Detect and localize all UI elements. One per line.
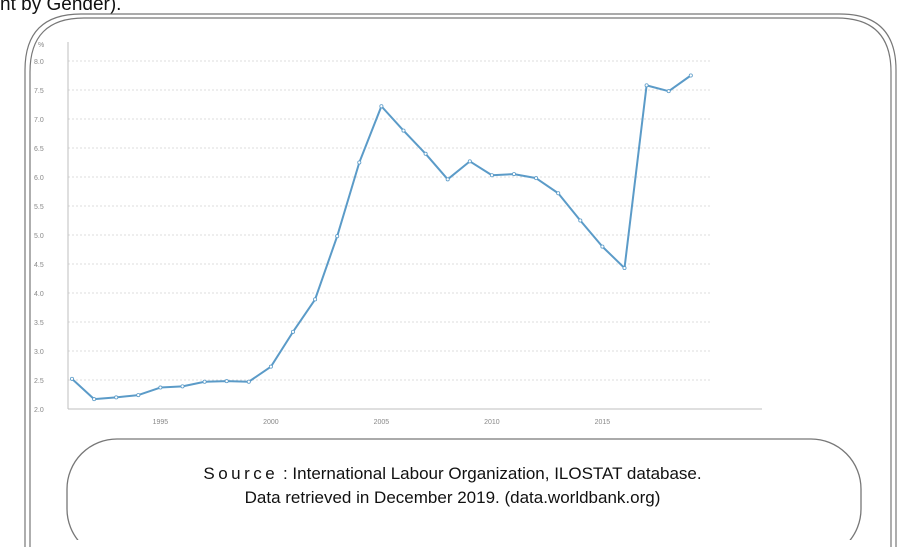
x-tick-label: 2010	[484, 419, 500, 426]
x-tick-label: 2005	[374, 419, 390, 426]
data-point	[401, 128, 406, 133]
data-point	[688, 73, 693, 78]
data-point	[268, 364, 273, 369]
data-point	[600, 244, 605, 249]
x-axis: 1995 2000 2005 2010 2015	[68, 408, 762, 426]
y-tick-label: 6.5	[34, 146, 44, 153]
source-label: Source	[203, 464, 279, 483]
data-point	[136, 393, 141, 398]
data-point	[467, 159, 472, 164]
y-tick-label: 7.0	[34, 117, 44, 124]
y-tick-label: 3.5	[34, 320, 44, 327]
data-point	[556, 191, 561, 196]
x-tick-label: 2000	[263, 419, 279, 426]
data-point	[202, 379, 207, 384]
data-point	[423, 151, 428, 156]
data-point	[534, 176, 539, 181]
y-tick-label: 4.5	[34, 262, 44, 269]
y-tick-label: 5.0	[34, 233, 44, 240]
source-line2: Data retrieved in December 2019. (data.w…	[244, 488, 661, 507]
data-point	[335, 234, 340, 239]
y-tick-label: 7.5	[34, 88, 44, 95]
data-point	[313, 297, 318, 302]
source-line1: : International Labour Organization, ILO…	[282, 464, 702, 483]
data-point	[92, 397, 97, 402]
y-tick-label: 2.0	[34, 407, 44, 414]
grid-lines	[68, 60, 712, 381]
y-tick-label: 8.0	[34, 59, 44, 66]
data-point	[644, 83, 649, 88]
y-tick-label: 5.5	[34, 204, 44, 211]
y-axis-unit: %	[38, 42, 44, 49]
data-point	[180, 384, 185, 389]
data-point	[578, 218, 583, 223]
source-note: Source : International Labour Organizati…	[0, 462, 905, 510]
data-point	[357, 160, 362, 165]
data-point	[666, 89, 671, 94]
y-tick-label: 2.5	[34, 378, 44, 385]
x-tick-label: 2015	[595, 419, 611, 426]
data-point	[224, 379, 229, 384]
data-point	[70, 376, 75, 381]
series	[70, 73, 693, 402]
data-point	[445, 177, 450, 182]
data-point	[379, 104, 384, 109]
x-tick-label: 1995	[153, 419, 169, 426]
data-point	[489, 173, 494, 178]
y-tick-label: 4.0	[34, 291, 44, 298]
y-axis: 2.0 2.5 3.0 3.5 4.0 4.5 5.0 5.5 6.0 6.5 7.0 7.5 8.0%	[34, 42, 69, 414]
data-point	[246, 379, 251, 384]
data-point	[114, 395, 119, 400]
data-point	[512, 172, 517, 177]
y-tick-label: 6.0	[34, 175, 44, 182]
source-box	[66, 438, 862, 540]
data-point	[622, 266, 627, 271]
y-tick-label: 3.0	[34, 349, 44, 356]
header-fragment: nt by Gender).	[0, 0, 122, 15]
data-point	[158, 385, 163, 390]
data-point	[290, 329, 295, 334]
